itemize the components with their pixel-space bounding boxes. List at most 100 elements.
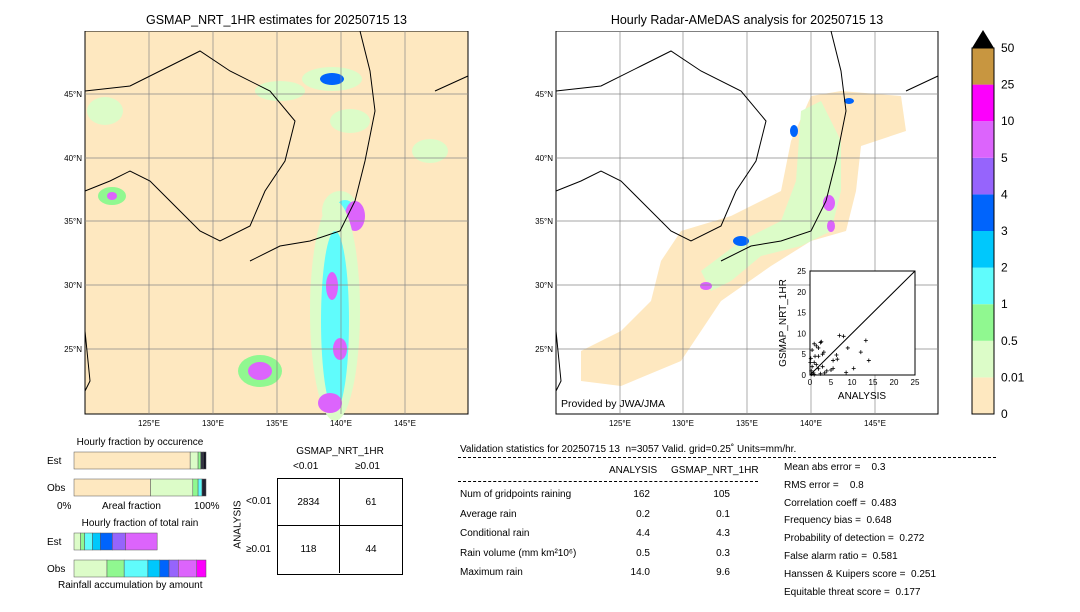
- svg-text:145°E: 145°E: [394, 419, 416, 428]
- scatter-point: [858, 350, 863, 355]
- colorbar-label: 1: [1001, 297, 1008, 311]
- svg-text:140°E: 140°E: [330, 419, 352, 428]
- left-map-title: GSMAP_NRT_1HR estimates for 20250715 13: [145, 13, 407, 27]
- stat-label: Num of gridpoints raining: [460, 489, 572, 500]
- svg-text:125°E: 125°E: [138, 419, 160, 428]
- svg-text:30°N: 30°N: [535, 281, 553, 290]
- svg-text:35°N: 35°N: [535, 217, 553, 226]
- occurrence-row-est: Est: [47, 456, 62, 467]
- scatter-point: [812, 341, 817, 346]
- score-line: Probability of detection = 0.272: [784, 533, 925, 545]
- total-rain-obs-segment: [178, 559, 198, 578]
- occurrence-obs-segment: [73, 478, 151, 497]
- total-rain-obs-segment: [159, 559, 170, 578]
- score-line: Mean abs error = 0.3: [784, 462, 886, 473]
- scatter-point: [841, 334, 846, 339]
- score-line: Frequency bias = 0.648: [784, 515, 892, 527]
- colorbar-label: 0: [1001, 407, 1008, 420]
- total-rain-est-segment: [125, 532, 158, 551]
- scatter-y-tick: 0: [802, 371, 807, 380]
- svg-text:145°E: 145°E: [864, 419, 886, 428]
- occurrence-x-max: 100%: [194, 501, 220, 512]
- total-rain-est-segment: [92, 532, 101, 551]
- stat-gsmap: 0.3: [716, 547, 730, 559]
- scatter-point: [808, 360, 813, 365]
- scatter-point: [822, 370, 827, 375]
- scatter-point: [810, 364, 815, 369]
- colorbar-label: 25: [1001, 78, 1015, 92]
- scatter-y-tick: 10: [797, 329, 806, 338]
- scatter-point: [810, 348, 815, 353]
- total-rain-obs-segment: [73, 559, 108, 578]
- total-rain-obs-segment: [123, 559, 149, 578]
- score-line: Equitable threat score = 0.177: [784, 586, 921, 598]
- svg-text:30°N: 30°N: [64, 281, 82, 290]
- left-coastlines: [84, 31, 469, 392]
- colorbar-label: 5: [1001, 151, 1008, 165]
- scatter-points: [808, 333, 871, 377]
- svg-text:135°E: 135°E: [266, 419, 288, 428]
- col-gsmap: GSMAP_NRT_1HR: [671, 465, 759, 476]
- contingency-cell: 2834: [278, 479, 340, 526]
- scatter-point: [808, 356, 813, 361]
- stat-gsmap: 105: [713, 489, 730, 500]
- scatter-point: [831, 366, 836, 371]
- total-rain-est-segment: [84, 532, 93, 551]
- scatter-point: [819, 339, 824, 344]
- scatter-ylabel: GSMAP_NRT_1HR: [778, 279, 789, 367]
- scatter-point: [816, 354, 821, 359]
- scatter-ticks: 0 5 10 15 20 25 0 5 10 15 20 25: [797, 267, 920, 387]
- scatter-point: [814, 362, 819, 367]
- stat-label: Conditional rain: [460, 528, 530, 539]
- colorbar-segment: [972, 304, 994, 341]
- svg-text:45°N: 45°N: [535, 90, 553, 99]
- score-line: False alarm ratio = 0.581: [784, 551, 898, 562]
- occurrence-est-segment: [197, 451, 201, 470]
- occurrence-est-segment: [189, 451, 199, 470]
- svg-text:40°N: 40°N: [64, 154, 82, 163]
- colorbar-label: 10: [1001, 114, 1015, 128]
- scatter-x-tick: 20: [890, 378, 899, 387]
- svg-text:140°E: 140°E: [800, 419, 822, 428]
- scatter-point: [837, 333, 842, 338]
- header-divider: [458, 457, 996, 458]
- svg-text:25°N: 25°N: [535, 345, 553, 354]
- occurrence-bars: [73, 451, 207, 497]
- total-rain-obs-segment: [147, 559, 161, 578]
- scatter-point: [809, 372, 814, 377]
- scatter-y-tick: 20: [797, 288, 806, 297]
- occurrence-est-segment: [73, 451, 191, 470]
- colorbar-segment: [972, 340, 994, 378]
- contingency-row-title: ANALYSIS: [232, 500, 244, 549]
- occurrence-x-min: 0%: [57, 501, 72, 512]
- scatter-point: [818, 371, 823, 376]
- scatter-point: [851, 366, 856, 371]
- colorbar-segment: [972, 48, 994, 85]
- scatter-point: [824, 368, 829, 373]
- scatter-point: [845, 345, 850, 350]
- scatter-x-tick: 15: [869, 378, 878, 387]
- total-rain-obs-segment: [196, 559, 207, 578]
- total-rain-bars: [73, 532, 207, 578]
- scatter-x-tick: 10: [848, 378, 857, 387]
- scatter-x-tick: 0: [808, 378, 813, 387]
- right-map-ticks: 125°E 130°E 135°E 140°E 145°E 45°N 40°N …: [535, 90, 886, 428]
- contingency-col-label-1: ≥0.01: [355, 461, 380, 472]
- svg-text:130°E: 130°E: [202, 419, 224, 428]
- contingency-col-title: GSMAP_NRT_1HR: [296, 446, 384, 457]
- validation-header: Validation statistics for 20250715 13 n=…: [460, 444, 797, 455]
- scatter-point: [835, 357, 840, 362]
- total-rain-obs-segment: [168, 559, 179, 578]
- colorbar-label: 50: [1001, 41, 1015, 55]
- colorbar-labels: 0 0.01 0.5 1 2 3 4 5 10 25 50: [1001, 41, 1025, 420]
- total-rain-est-segment: [112, 532, 126, 551]
- occurrence-title: Hourly fraction by occurence: [76, 437, 204, 448]
- stat-gsmap: 0.1: [716, 508, 730, 520]
- score-line: Hanssen & Kuipers score = 0.251: [784, 568, 937, 580]
- data-credit: Provided by JWA/JMA: [561, 398, 665, 410]
- stat-analysis: 0.5: [636, 547, 650, 559]
- scatter-point: [818, 340, 823, 345]
- scatter-point: [816, 366, 821, 371]
- colorbar-label: 0.5: [1001, 334, 1018, 348]
